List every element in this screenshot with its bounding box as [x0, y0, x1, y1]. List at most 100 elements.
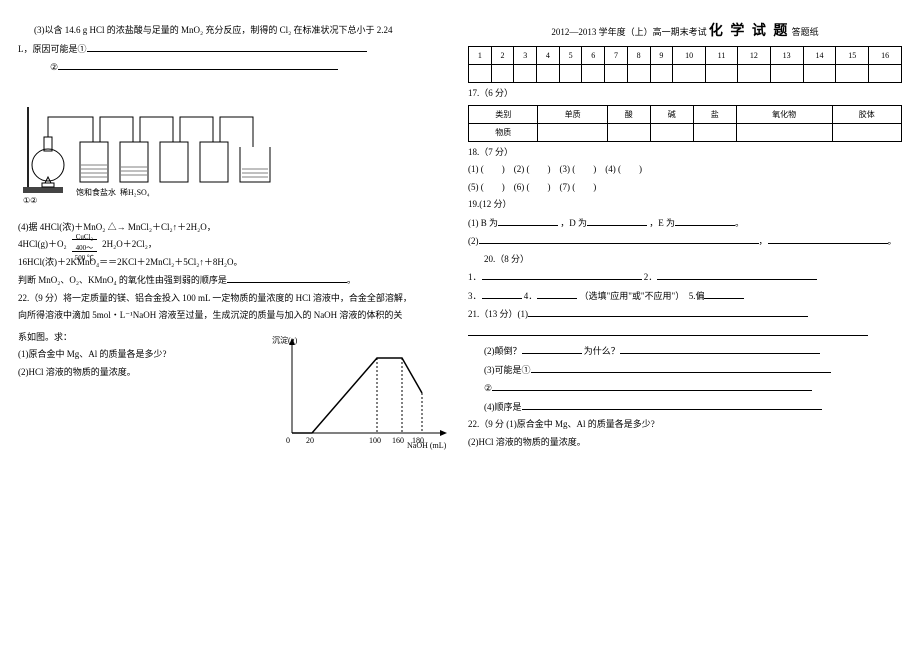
blank	[522, 344, 582, 354]
apparatus-diagram: ①② 饱和食盐水 稀H₂SO₄	[18, 87, 278, 207]
eq4-text: 判断 MnO₂、O₂、KMnO₄ 的氧化性由强到弱的顺序是	[18, 275, 227, 285]
mc-h: 10	[673, 47, 706, 65]
title-main: 化 学 试 题	[709, 24, 790, 39]
blank	[522, 400, 822, 410]
mc-h: 5	[559, 47, 582, 65]
q3-circle2: ②	[50, 60, 452, 75]
blank	[528, 307, 808, 317]
q20-1: 1． 2．	[468, 270, 902, 285]
t17-row: 物质	[469, 123, 538, 141]
eq2a: 4HCl(g)＋O₂	[18, 239, 67, 249]
blank	[587, 216, 647, 226]
t17-h: 碱	[650, 105, 693, 123]
table-row[interactable]: 物质	[469, 123, 902, 141]
mc-h: 6	[582, 47, 605, 65]
q22a: 22.（9 分）将一定质量的镁、铝合金投入 100 mL 一定物质的量浓度的 H…	[18, 292, 452, 306]
precipitate-chart: 沉淀(g) NaOH (mL) 0 20 100 160 180	[272, 333, 452, 453]
mc-h: 1	[469, 47, 492, 65]
mc-h: 3	[514, 47, 537, 65]
label-saltwater: 饱和食盐水	[76, 187, 116, 197]
q21-3: (3)可能是①	[484, 363, 902, 378]
blank	[468, 326, 868, 336]
q19-2: (2)，。	[468, 234, 902, 249]
answer-title: 2012—2013 学年度（上）高一期末考试 化 学 试 题 答题纸	[468, 20, 902, 40]
q3-circle2-text: ②	[50, 62, 58, 72]
t17-h: 类别	[469, 105, 538, 123]
mc-h: 13	[770, 47, 803, 65]
mc-h: 7	[605, 47, 628, 65]
q22c: 系如图。求：	[18, 331, 216, 345]
t17-h: 盐	[693, 105, 736, 123]
label-12: ①②	[23, 196, 37, 205]
q18-1: (1) ( ) (2) ( ) (3) ( ) (4) ( )	[468, 163, 902, 177]
blank	[620, 344, 820, 354]
mc-h: 14	[803, 47, 836, 65]
t17-h: 酸	[607, 105, 650, 123]
mc-table: 1 2 3 4 5 6 7 8 9 10 11 12 13 14 15 16	[468, 46, 902, 83]
mc-h: 16	[869, 47, 902, 65]
t17-h: 胶体	[832, 105, 901, 123]
svg-text:20: 20	[306, 436, 314, 445]
blank	[482, 289, 522, 299]
blank	[492, 381, 812, 391]
mc-h: 15	[836, 47, 869, 65]
blank	[479, 234, 759, 244]
blank	[531, 363, 831, 373]
svg-text:0: 0	[286, 436, 290, 445]
q17-label: 17.（6 分）	[468, 87, 902, 101]
table-row: 类别 单质 酸 碱 盐 氧化物 胶体	[469, 105, 902, 123]
t17-h: 氧化物	[736, 105, 832, 123]
q18-2: (5) ( ) (6) ( ) (7) ( )	[468, 181, 902, 195]
eq4: 判断 MnO₂、O₂、KMnO₄ 的氧化性由强到弱的顺序是。	[18, 273, 452, 288]
q19-1: (1) B 为 ，D 为 ，E 为。	[468, 216, 902, 231]
blank	[657, 270, 817, 280]
q22-2: (2)HCl 溶液的物质的量浓度。	[468, 436, 902, 450]
q20-label: 20.（8 分）	[484, 253, 902, 267]
mc-answer-row[interactable]	[469, 65, 902, 83]
blank	[537, 289, 577, 299]
q21-2: (2)颠倒？ 为什么？	[484, 344, 902, 359]
q19-label: 19.(12 分）	[468, 198, 902, 212]
blank	[704, 289, 744, 299]
blank-order	[227, 273, 347, 283]
t17-h: 单质	[538, 105, 607, 123]
q17-table: 类别 单质 酸 碱 盐 氧化物 胶体 物质	[468, 105, 902, 142]
svg-text:180: 180	[412, 436, 424, 445]
eq2-cond: CuCl₂ 400～500 ℃	[72, 239, 97, 252]
q3-intro: (3)以含 14.6 g HCl 的浓盐酸与足量的 MnO₂ 充分反应，制得的 …	[34, 24, 452, 38]
q22b: 向所得溶液中滴加 5mol・L⁻¹NaOH 溶液至过量，生成沉淀的质量与加入的 …	[18, 309, 452, 323]
blank	[768, 234, 888, 244]
left-column: (3)以含 14.6 g HCl 的浓盐酸与足量的 MnO₂ 充分反应，制得的 …	[10, 20, 460, 630]
label-h2so4: 稀H₂SO₄	[120, 187, 150, 197]
eq2b: 2H₂O＋2Cl₂，	[102, 239, 157, 249]
mc-h: 9	[650, 47, 673, 65]
blank-1	[87, 42, 367, 52]
q22-label: 22.（9 分 (1)原合金中 Mg、Al 的质量各是多少?	[468, 418, 902, 432]
blank	[482, 270, 642, 280]
title-year: 2012—2013 学年度（上）高一期末考试	[551, 27, 706, 37]
q20-3: 3． 4． （选填"应用"或"不应用"） 5.偏	[468, 289, 902, 304]
q21-3b: ②	[484, 381, 902, 396]
q22e: (2)HCl 溶液的物质的量浓度。	[18, 366, 216, 380]
q21-label: 21.（13 分）(1)	[468, 307, 902, 322]
svg-text:100: 100	[369, 436, 381, 445]
q3-intro2-text: L，原因可能是①	[18, 44, 87, 54]
mc-h: 8	[627, 47, 650, 65]
eq2: 4HCl(g)＋O₂ CuCl₂ 400～500 ℃ 2H₂O＋2Cl₂，	[18, 238, 452, 252]
blank	[498, 216, 558, 226]
mc-h: 2	[491, 47, 514, 65]
q21-4: (4)顺序是	[484, 400, 902, 415]
svg-text:沉淀(g): 沉淀(g)	[272, 335, 298, 345]
blank-2	[58, 60, 338, 70]
q18-label: 18.（7 分）	[468, 146, 902, 160]
mc-header-row: 1 2 3 4 5 6 7 8 9 10 11 12 13 14 15 16	[469, 47, 902, 65]
title-suffix: 答题纸	[792, 27, 819, 37]
svg-text:160: 160	[392, 436, 404, 445]
right-column: 2012—2013 学年度（上）高一期末考试 化 学 试 题 答题纸 1 2 3…	[460, 20, 910, 630]
mc-h: 12	[738, 47, 771, 65]
q3-intro2: L，原因可能是①	[18, 42, 452, 57]
mc-h: 4	[537, 47, 560, 65]
mc-h: 11	[705, 47, 737, 65]
blank	[675, 216, 735, 226]
q22d: (1)原合金中 Mg、Al 的质量各是多少?	[18, 348, 216, 362]
